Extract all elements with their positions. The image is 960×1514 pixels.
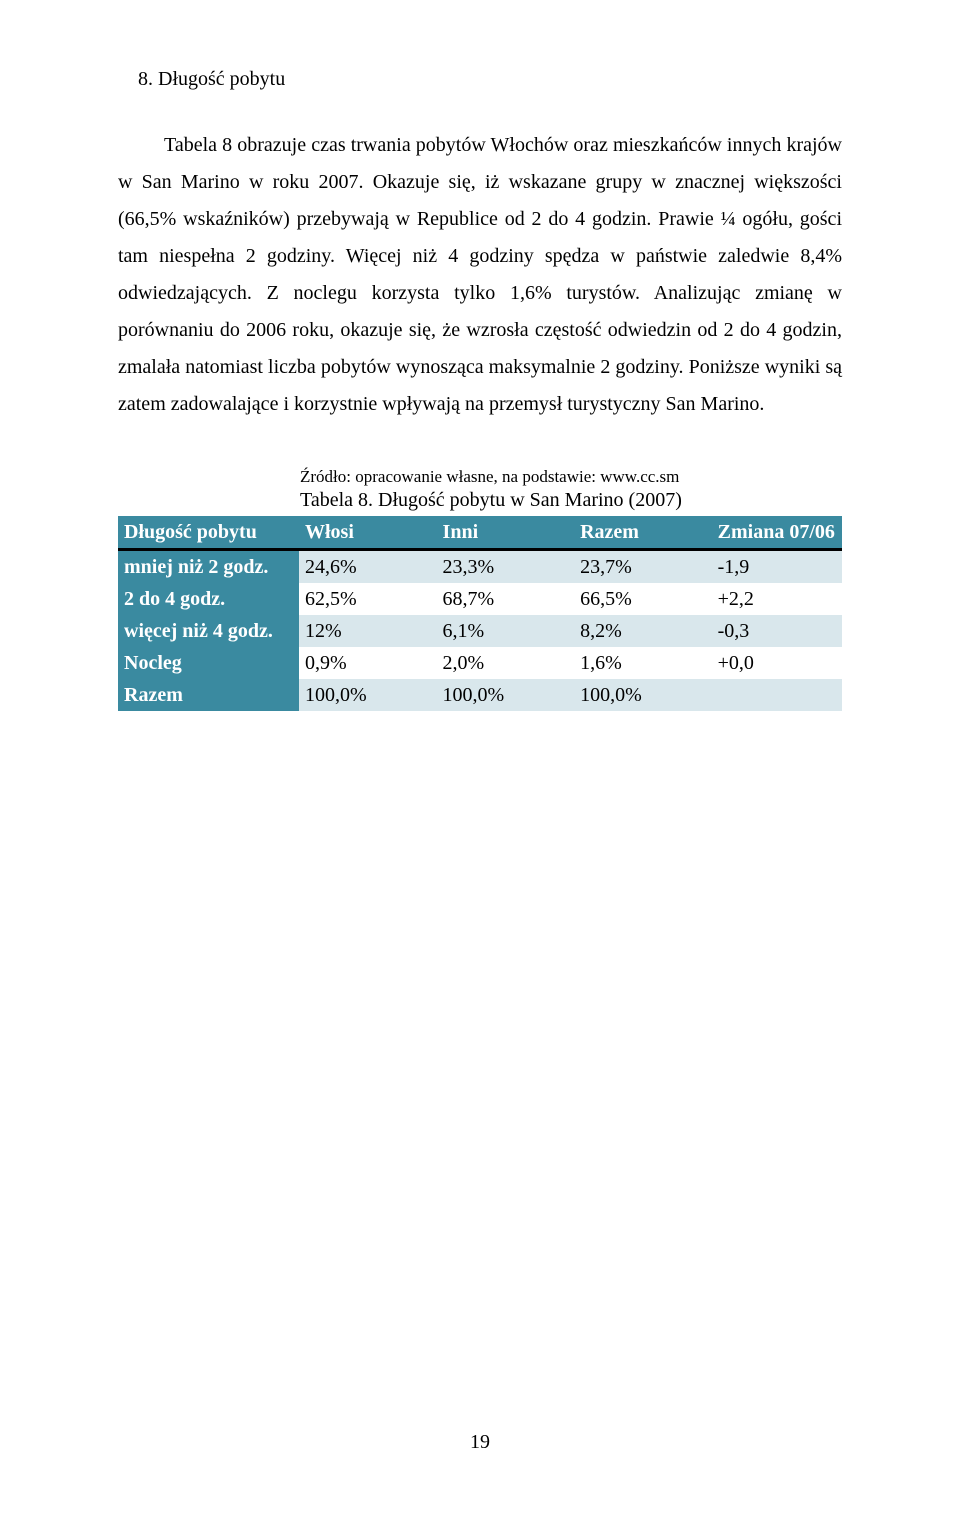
th-3: Razem [574,516,712,550]
table-header-row: Długość pobytu Włosi Inni Razem Zmiana 0… [118,516,842,550]
cell: 68,7% [437,583,575,615]
th-2: Inni [437,516,575,550]
table-block: Źródło: opracowanie własne, na podstawie… [118,467,842,711]
stay-duration-table: Długość pobytu Włosi Inni Razem Zmiana 0… [118,516,842,711]
cell: 62,5% [299,583,437,615]
th-1: Włosi [299,516,437,550]
cell: +0,0 [712,647,842,679]
cell: 100,0% [437,679,575,711]
cell: 8,2% [574,615,712,647]
table-row: Nocleg 0,9% 2,0% 1,6% +0,0 [118,647,842,679]
cell: 24,6% [299,550,437,584]
page-number: 19 [0,1431,960,1454]
table-row: mniej niż 2 godz. 24,6% 23,3% 23,7% -1,9 [118,550,842,584]
cell: 100,0% [574,679,712,711]
cell: 66,5% [574,583,712,615]
cell: 100,0% [299,679,437,711]
cell: -1,9 [712,550,842,584]
cell: -0,3 [712,615,842,647]
table-source: Źródło: opracowanie własne, na podstawie… [118,467,842,487]
row-label: Razem [118,679,299,711]
cell: +2,2 [712,583,842,615]
table-body: mniej niż 2 godz. 24,6% 23,3% 23,7% -1,9… [118,550,842,712]
body-paragraph: Tabela 8 obrazuje czas trwania pobytów W… [118,127,842,423]
row-label: 2 do 4 godz. [118,583,299,615]
page: 8. Długość pobytu Tabela 8 obrazuje czas… [0,0,960,1514]
cell: 0,9% [299,647,437,679]
table-caption: Tabela 8. Długość pobytu w San Marino (2… [118,489,842,512]
table-row: 2 do 4 godz. 62,5% 68,7% 66,5% +2,2 [118,583,842,615]
cell: 23,7% [574,550,712,584]
table-row: Razem 100,0% 100,0% 100,0% [118,679,842,711]
row-label: mniej niż 2 godz. [118,550,299,584]
body-paragraph-text: Tabela 8 obrazuje czas trwania pobytów W… [118,134,842,415]
th-0: Długość pobytu [118,516,299,550]
cell: 6,1% [437,615,575,647]
cell: 12% [299,615,437,647]
cell: 1,6% [574,647,712,679]
th-4: Zmiana 07/06 [712,516,842,550]
section-heading: 8. Długość pobytu [118,68,842,91]
cell: 23,3% [437,550,575,584]
row-label: więcej niż 4 godz. [118,615,299,647]
row-label: Nocleg [118,647,299,679]
cell: 2,0% [437,647,575,679]
cell [712,679,842,711]
table-row: więcej niż 4 godz. 12% 6,1% 8,2% -0,3 [118,615,842,647]
